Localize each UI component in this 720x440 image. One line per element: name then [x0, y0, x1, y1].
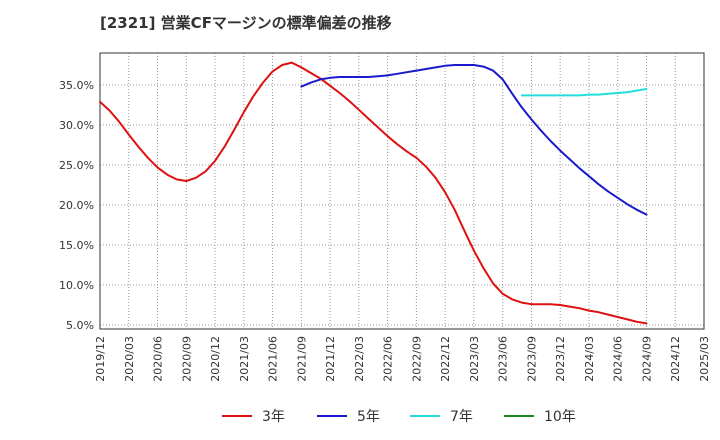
x-tick-label: 2022/09: [410, 336, 423, 382]
legend-item-3y[interactable]: 3年: [222, 404, 285, 428]
x-tick-label: 2023/12: [554, 336, 567, 382]
x-tick-label: 2024/03: [583, 336, 596, 382]
x-tick-label: 2024/06: [612, 336, 625, 382]
x-tick-label: 2021/09: [295, 336, 308, 382]
y-tick-label: 15.0%: [59, 239, 94, 252]
legend-swatch-3y: [222, 415, 252, 417]
y-axis-tick-labels: 5.0% 10.0% 15.0% 20.0% 25.0% 30.0% 35.0%: [59, 79, 94, 332]
legend-label-7y: 7年: [450, 409, 473, 425]
chart-title: [2321] 営業CFマージンの標準偏差の推移: [100, 14, 392, 32]
plot-area-background: [100, 53, 704, 329]
x-tick-label: 2020/12: [209, 336, 222, 382]
y-tick-label: 5.0%: [66, 319, 94, 332]
legend-item-7y[interactable]: 7年: [410, 404, 473, 428]
x-tick-label: 2023/03: [468, 336, 481, 382]
x-tick-label: 2023/06: [497, 336, 510, 382]
x-tick-label: 2024/12: [669, 336, 682, 382]
series-line-5y: [300, 64, 648, 216]
series-lines: [99, 61, 648, 325]
plot-area-border: [99, 52, 705, 330]
legend-swatch-10y: [504, 415, 534, 417]
legend-label-10y: 10年: [544, 409, 576, 425]
x-tick-label: 2022/03: [353, 336, 366, 382]
legend-label-3y: 3年: [262, 409, 285, 425]
x-tick-label: 2021/06: [267, 336, 280, 382]
legend-item-5y[interactable]: 5年: [317, 404, 380, 428]
x-axis-tick-labels: 2019/12 2020/03 2020/06 2020/09 2020/12 2021/…: [94, 336, 711, 382]
x-tick-label: 2020/06: [152, 336, 165, 382]
y-tick-label: 25.0%: [59, 159, 94, 172]
y-tick-label: 35.0%: [59, 79, 94, 92]
x-tick-label: 2021/12: [324, 336, 337, 382]
x-tick-label: 2020/03: [123, 336, 136, 382]
series-line-7y: [520, 88, 648, 97]
legend-swatch-5y: [317, 415, 347, 417]
y-tick-label: 10.0%: [59, 279, 94, 292]
x-tick-label: 2020/09: [180, 336, 193, 382]
x-tick-label: 2024/09: [640, 336, 653, 382]
x-tick-label: 2022/12: [439, 336, 452, 382]
y-tick-label: 30.0%: [59, 119, 94, 132]
chart-legend: 3年 5年 7年 10年: [0, 404, 720, 428]
series-line-3y: [99, 61, 648, 325]
x-tick-label: 2022/06: [382, 336, 395, 382]
x-tick-label: 2019/12: [94, 336, 107, 382]
legend-item-10y[interactable]: 10年: [504, 404, 576, 428]
x-tick-label: 2023/09: [525, 336, 538, 382]
y-tick-label: 20.0%: [59, 199, 94, 212]
legend-label-5y: 5年: [357, 409, 380, 425]
x-tick-label: 2025/03: [698, 336, 711, 382]
x-tick-label: 2021/03: [238, 336, 251, 382]
legend-swatch-7y: [410, 415, 440, 417]
